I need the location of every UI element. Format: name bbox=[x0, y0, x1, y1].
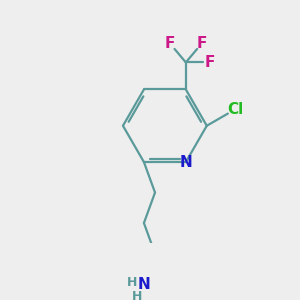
Text: H: H bbox=[127, 276, 137, 289]
Text: N: N bbox=[137, 277, 150, 292]
Text: F: F bbox=[205, 55, 215, 70]
Text: H: H bbox=[131, 290, 142, 300]
Text: F: F bbox=[196, 36, 207, 51]
Text: Cl: Cl bbox=[227, 102, 243, 117]
Text: N: N bbox=[179, 154, 192, 169]
Text: F: F bbox=[165, 36, 175, 51]
